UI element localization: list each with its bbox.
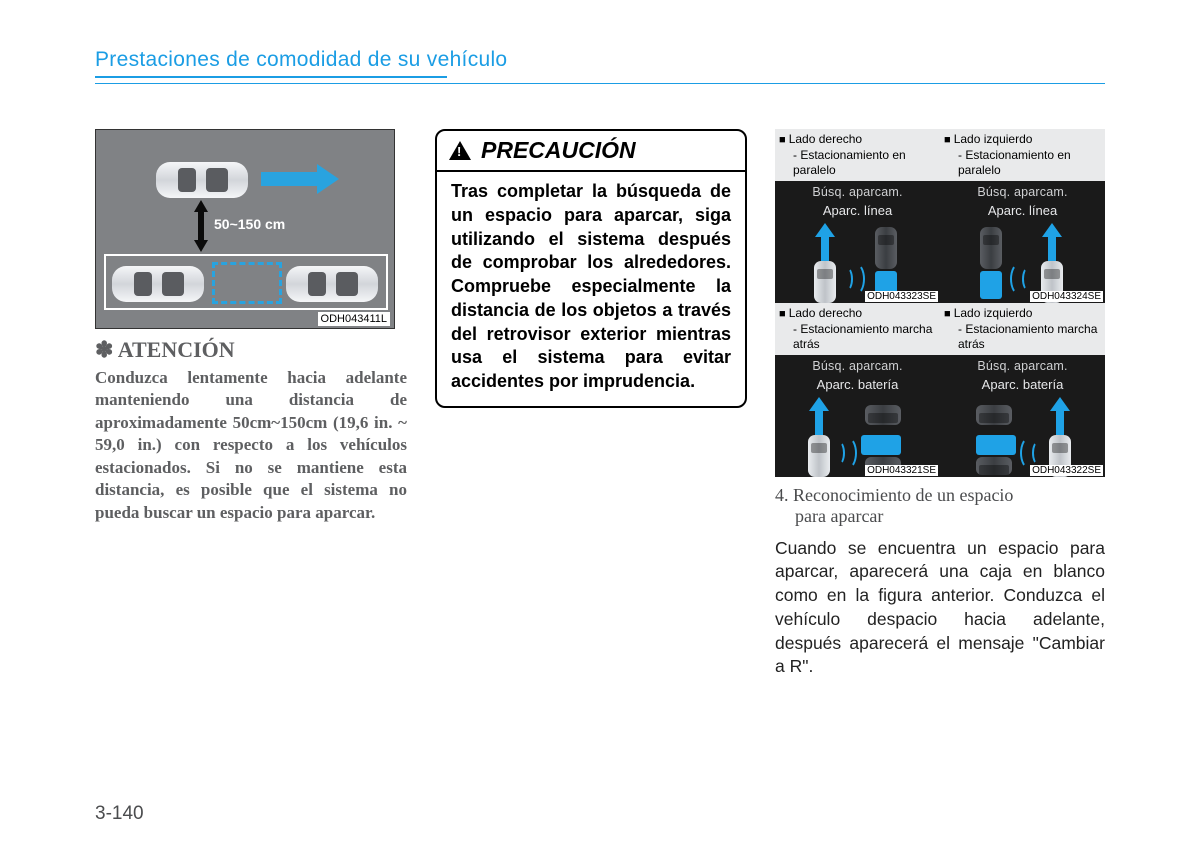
attention-symbol-icon: ✽ — [95, 337, 113, 362]
page-number: 3-140 — [95, 803, 144, 825]
parked-car-icon — [980, 227, 1002, 269]
caption-line1: Lado derecho — [789, 132, 862, 146]
dashboard-screen: Búsq. aparcam. Aparc. batería ODH043321S… — [775, 355, 940, 477]
column-3: ■ Lado derecho - Estacionamiento en para… — [775, 129, 1105, 679]
caution-box: PRECAUCIÓN Tras completar la búsqueda de… — [435, 129, 747, 408]
screen-code: ODH043323SE — [865, 291, 938, 302]
caption-line2: - Estacionamiento en paralelo — [779, 148, 936, 178]
parking-distance-diagram: 50~150 cm ODH043411L — [95, 129, 395, 329]
dashboard-screen: Búsq. aparcam. Aparc. batería ODH043322S… — [940, 355, 1105, 477]
screen-mode: Aparc. línea — [775, 203, 940, 218]
sonar-icon — [833, 433, 855, 473]
caption-line2: - Estacionamiento marcha atrás — [779, 322, 936, 352]
distance-label: 50~150 cm — [214, 216, 285, 232]
screen-cell: ■ Lado derecho - Estacionamiento marcha … — [775, 303, 940, 477]
column-1: 50~150 cm ODH043411L ✽ ATENCIÓN Conduzca… — [95, 129, 407, 679]
sonar-icon — [841, 259, 863, 299]
up-arrow-icon — [815, 223, 835, 261]
distance-arrow-icon — [194, 200, 208, 252]
moving-car-icon — [156, 162, 248, 198]
dashboard-screen: Búsq. aparcam. Aparc. línea ODH043324SE — [940, 181, 1105, 303]
screen-grid: ■ Lado derecho - Estacionamiento en para… — [775, 129, 1105, 477]
parked-car-icon — [976, 457, 1012, 475]
parked-car-icon — [865, 405, 901, 425]
screen-topbar: Búsq. aparcam. — [940, 181, 1105, 199]
screen-code: ODH043321SE — [865, 465, 938, 476]
screen-mode: Aparc. batería — [940, 377, 1105, 392]
up-arrow-icon — [809, 397, 829, 435]
parked-car-left-icon — [112, 266, 204, 302]
attention-heading: ✽ ATENCIÓN — [95, 337, 407, 363]
screen-mode: Aparc. batería — [775, 377, 940, 392]
parking-slot-icon — [976, 435, 1016, 455]
step-body: Cuando se encuentra un espacio para apar… — [775, 537, 1105, 680]
screen-cell: ■ Lado derecho - Estacionamiento en para… — [775, 129, 940, 303]
section-header: Prestaciones de comodidad de su vehículo — [95, 48, 1105, 84]
ego-car-icon — [808, 435, 830, 477]
screen-caption: ■ Lado derecho - Estacionamiento en para… — [775, 129, 940, 181]
attention-title-text: ATENCIÓN — [118, 337, 235, 362]
column-2: PRECAUCIÓN Tras completar la búsqueda de… — [435, 129, 747, 679]
caption-line1: Lado izquierdo — [954, 132, 1033, 146]
forward-arrow-icon — [261, 166, 341, 192]
caution-body: Tras completar la búsqueda de un espacio… — [437, 172, 745, 406]
step-title-line1: 4. Reconocimiento de un espacio — [775, 485, 1013, 505]
caution-title-text: PRECAUCIÓN — [481, 137, 636, 164]
attention-body: Conduzca lentamente hacia adelante mante… — [95, 367, 407, 524]
screen-mode: Aparc. línea — [940, 203, 1105, 218]
caption-line1: Lado derecho — [789, 306, 862, 320]
screen-topbar: Búsq. aparcam. — [775, 355, 940, 373]
screen-cell: ■ Lado izquierdo - Estacionamiento en pa… — [940, 129, 1105, 303]
bullet-icon: ■ — [779, 134, 789, 146]
screen-code: ODH043322SE — [1030, 465, 1103, 476]
section-title: Prestaciones de comodidad de su vehículo — [95, 48, 1105, 76]
bullet-icon: ■ — [779, 308, 789, 320]
up-arrow-icon — [1042, 223, 1062, 261]
parking-slot-icon — [861, 435, 901, 455]
screen-cell: ■ Lado izquierdo - Estacionamiento march… — [940, 303, 1105, 477]
dashboard-screen: Búsq. aparcam. Aparc. línea ODH043323SE — [775, 181, 940, 303]
diagram-code: ODH043411L — [318, 312, 390, 326]
content-columns: 50~150 cm ODH043411L ✽ ATENCIÓN Conduzca… — [95, 129, 1105, 679]
header-rule-thick — [95, 76, 447, 78]
screen-topbar: Búsq. aparcam. — [940, 355, 1105, 373]
parked-car-right-icon — [286, 266, 378, 302]
caption-line2: - Estacionamiento en paralelo — [944, 148, 1101, 178]
screen-caption: ■ Lado izquierdo - Estacionamiento march… — [940, 303, 1105, 355]
parked-car-icon — [875, 227, 897, 269]
caution-heading: PRECAUCIÓN — [437, 131, 745, 172]
step-heading: 4. Reconocimiento de un espacio para apa… — [775, 485, 1105, 527]
screen-topbar: Búsq. aparcam. — [775, 181, 940, 199]
up-arrow-icon — [1050, 397, 1070, 435]
caption-line2: - Estacionamiento marcha atrás — [944, 322, 1101, 352]
bullet-icon: ■ — [944, 308, 954, 320]
bullet-icon: ■ — [944, 134, 954, 146]
ego-car-icon — [814, 261, 836, 303]
parking-slot-outline — [212, 262, 282, 304]
parked-car-icon — [976, 405, 1012, 425]
caption-line1: Lado izquierdo — [954, 306, 1033, 320]
parking-slot-icon — [980, 271, 1002, 299]
header-rule-thin — [95, 83, 1105, 84]
screen-code: ODH043324SE — [1030, 291, 1103, 302]
warning-triangle-icon — [449, 141, 471, 160]
screen-caption: ■ Lado izquierdo - Estacionamiento en pa… — [940, 129, 1105, 181]
step-title-line2: para aparcar — [775, 506, 1105, 527]
screen-caption: ■ Lado derecho - Estacionamiento marcha … — [775, 303, 940, 355]
